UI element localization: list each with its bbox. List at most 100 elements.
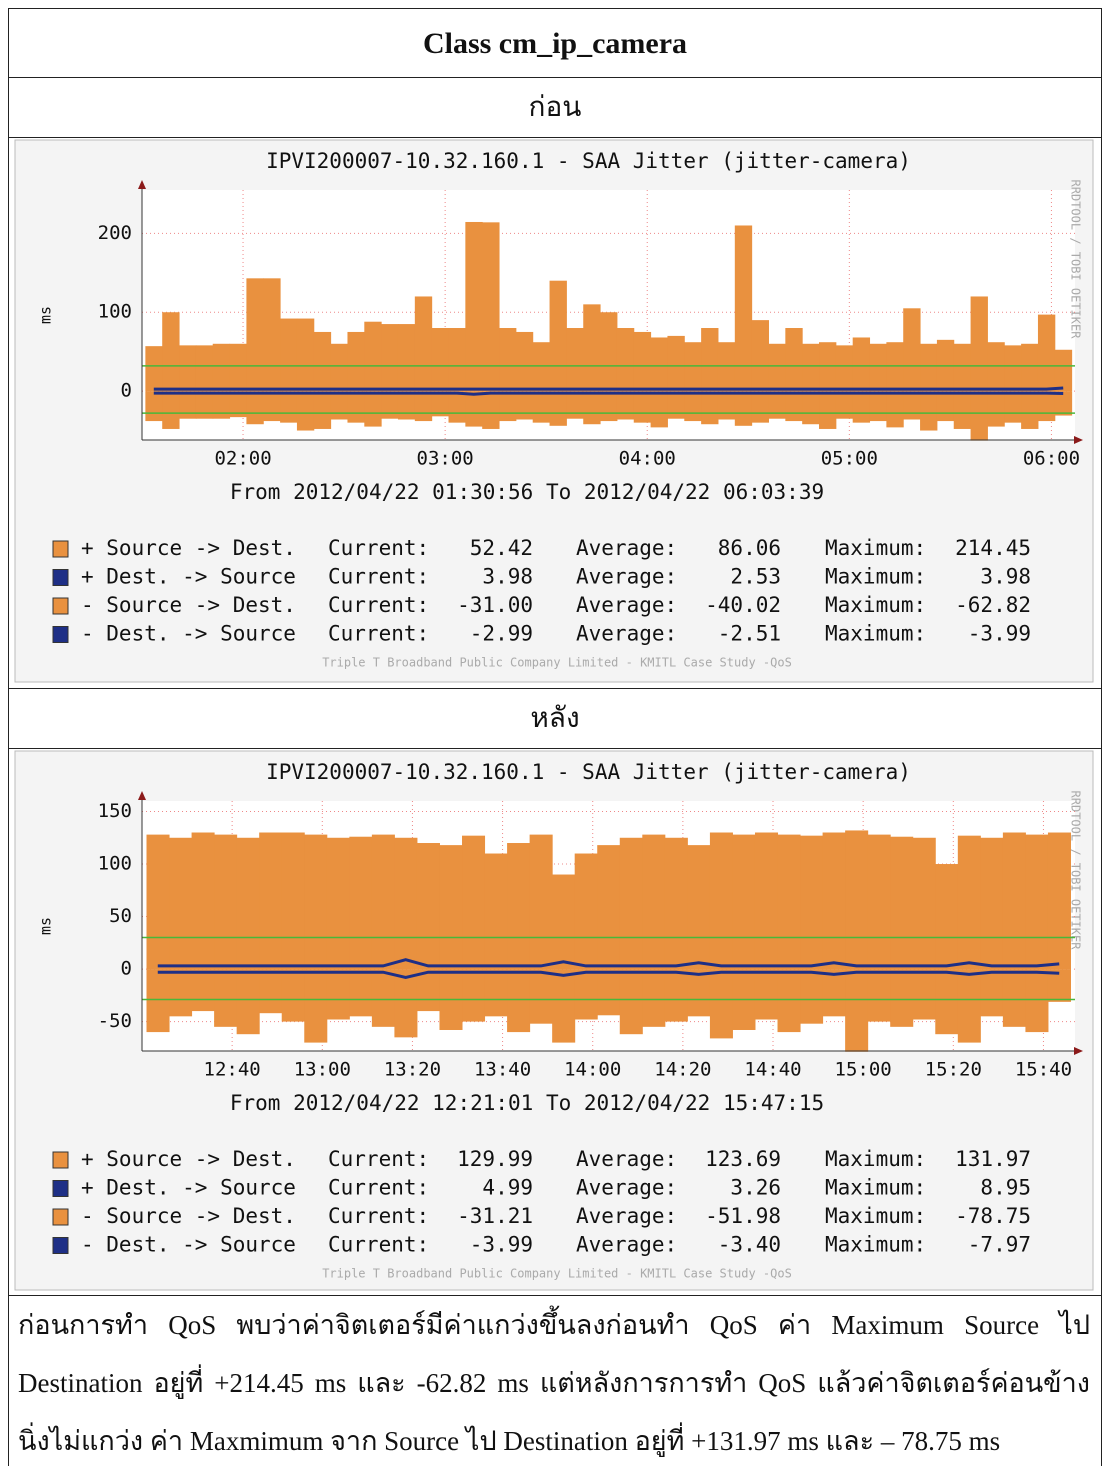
area-step bbox=[394, 969, 418, 1038]
legend-stat-label: Maximum: bbox=[825, 565, 926, 589]
area-step bbox=[845, 969, 869, 1052]
area-step bbox=[195, 391, 214, 419]
area-step bbox=[484, 969, 508, 1017]
y-tick-label: 0 bbox=[121, 958, 132, 980]
area-step bbox=[145, 346, 163, 392]
chart-cell: IPVI200007-10.32.160.1 - SAA Jitter (jit… bbox=[9, 749, 1101, 1296]
area-step bbox=[597, 845, 621, 970]
paragraph-line: ก่อนการทำ QoS พบว่าค่าจิตเตอร์มีค่าแกว่ง… bbox=[18, 1310, 1090, 1340]
paragraph-line: นิ่งไม่แกว่ง ค่า Maxmimum จาก Source ไป … bbox=[18, 1426, 1001, 1456]
area-step bbox=[802, 343, 820, 392]
chart-cell: IPVI200007-10.32.160.1 - SAA Jitter (jit… bbox=[9, 138, 1101, 689]
area-step bbox=[515, 331, 534, 392]
area-step bbox=[179, 345, 197, 392]
area-step bbox=[717, 342, 736, 392]
y-axis-arrow bbox=[138, 791, 146, 800]
legend-stat-label: Current: bbox=[328, 1176, 429, 1200]
x-tick-label: 14:00 bbox=[564, 1059, 621, 1081]
area-step bbox=[867, 834, 891, 970]
area-step bbox=[566, 328, 584, 392]
chart: IPVI200007-10.32.160.1 - SAA Jitter (jit… bbox=[14, 139, 1094, 683]
area-step bbox=[349, 836, 373, 970]
legend-stat-value: 3.98 bbox=[482, 565, 533, 589]
area-step bbox=[482, 391, 500, 429]
area-step bbox=[600, 391, 618, 422]
area-step bbox=[642, 834, 666, 970]
legend-stat-label: Current: bbox=[328, 1233, 429, 1257]
area-step bbox=[957, 835, 981, 970]
area-step bbox=[439, 845, 463, 970]
area-step bbox=[296, 318, 315, 392]
area-step bbox=[326, 837, 350, 970]
area-step bbox=[980, 969, 1004, 1017]
legend-swatch bbox=[52, 540, 69, 558]
x-tick-label: 15:20 bbox=[925, 1059, 982, 1081]
series-line bbox=[153, 386, 1064, 391]
area-step bbox=[1004, 345, 1022, 392]
area-step bbox=[1021, 343, 1039, 392]
x-tick-label: 06:00 bbox=[1023, 448, 1080, 470]
area-step bbox=[162, 391, 180, 429]
area-step bbox=[1047, 969, 1071, 1002]
area-step bbox=[687, 845, 711, 970]
area-step bbox=[448, 391, 466, 423]
legend-label: + Dest. -> Source bbox=[81, 1176, 296, 1200]
area-step bbox=[280, 318, 298, 392]
area-step bbox=[281, 832, 305, 970]
area-step bbox=[734, 225, 753, 392]
area-step bbox=[664, 837, 688, 970]
area-step bbox=[583, 391, 601, 425]
legend-stat-value: 86.06 bbox=[718, 536, 781, 560]
area-step bbox=[296, 391, 315, 431]
legend-stat-label: Current: bbox=[328, 536, 429, 560]
area-step bbox=[281, 969, 305, 1022]
area-step bbox=[349, 969, 373, 1017]
area-step bbox=[145, 391, 163, 422]
x-tick-label: 13:40 bbox=[474, 1059, 531, 1081]
series-line bbox=[157, 970, 1060, 979]
area-step bbox=[431, 391, 450, 417]
area-step bbox=[1054, 391, 1073, 416]
area-step bbox=[330, 391, 348, 420]
area-step bbox=[1004, 391, 1022, 423]
legend-stat-label: Maximum: bbox=[825, 536, 926, 560]
x-tick-label: 03:00 bbox=[417, 448, 474, 470]
y-axis-label: ms bbox=[37, 306, 55, 324]
legend-stat-value: -3.99 bbox=[470, 1233, 533, 1257]
area-step bbox=[1002, 969, 1026, 1027]
x-tick-label: 12:40 bbox=[204, 1059, 261, 1081]
area-step bbox=[633, 391, 652, 423]
area-step bbox=[347, 331, 365, 392]
area-step bbox=[970, 391, 988, 441]
area-step bbox=[263, 391, 281, 422]
area-step bbox=[800, 969, 824, 1024]
legend-stat-value: -31.21 bbox=[457, 1204, 533, 1228]
x-tick-label: 05:00 bbox=[821, 448, 878, 470]
legend-stat-label: Maximum: bbox=[825, 1233, 926, 1257]
area-step bbox=[912, 837, 936, 970]
area-step bbox=[462, 835, 486, 970]
legend-stat-value: 4.99 bbox=[482, 1176, 533, 1200]
area-step bbox=[304, 834, 328, 970]
legend-stat-value: -2.51 bbox=[718, 622, 781, 646]
area-step bbox=[785, 391, 803, 422]
area-step bbox=[845, 830, 869, 970]
area-step bbox=[822, 969, 846, 1017]
area-step bbox=[195, 345, 214, 392]
x-tick-label: 14:20 bbox=[654, 1059, 711, 1081]
area-step bbox=[920, 391, 938, 431]
area-step bbox=[953, 391, 972, 429]
area-step bbox=[416, 843, 440, 970]
legend-label: - Dest. -> Source bbox=[81, 622, 296, 646]
y-axis-arrow bbox=[138, 180, 146, 189]
area-step bbox=[616, 328, 635, 392]
area-step bbox=[852, 337, 871, 392]
area-step bbox=[886, 391, 904, 428]
chart-subtitle: From 2012/04/22 12:21:01 To 2012/04/22 1… bbox=[230, 1091, 824, 1115]
area-step bbox=[214, 969, 238, 1027]
legend-stat-value: 131.97 bbox=[955, 1147, 1031, 1171]
legend-swatch bbox=[52, 1237, 69, 1254]
area-step bbox=[687, 969, 711, 1017]
x-tick-label: 15:40 bbox=[1015, 1059, 1072, 1081]
area-step bbox=[886, 342, 904, 392]
